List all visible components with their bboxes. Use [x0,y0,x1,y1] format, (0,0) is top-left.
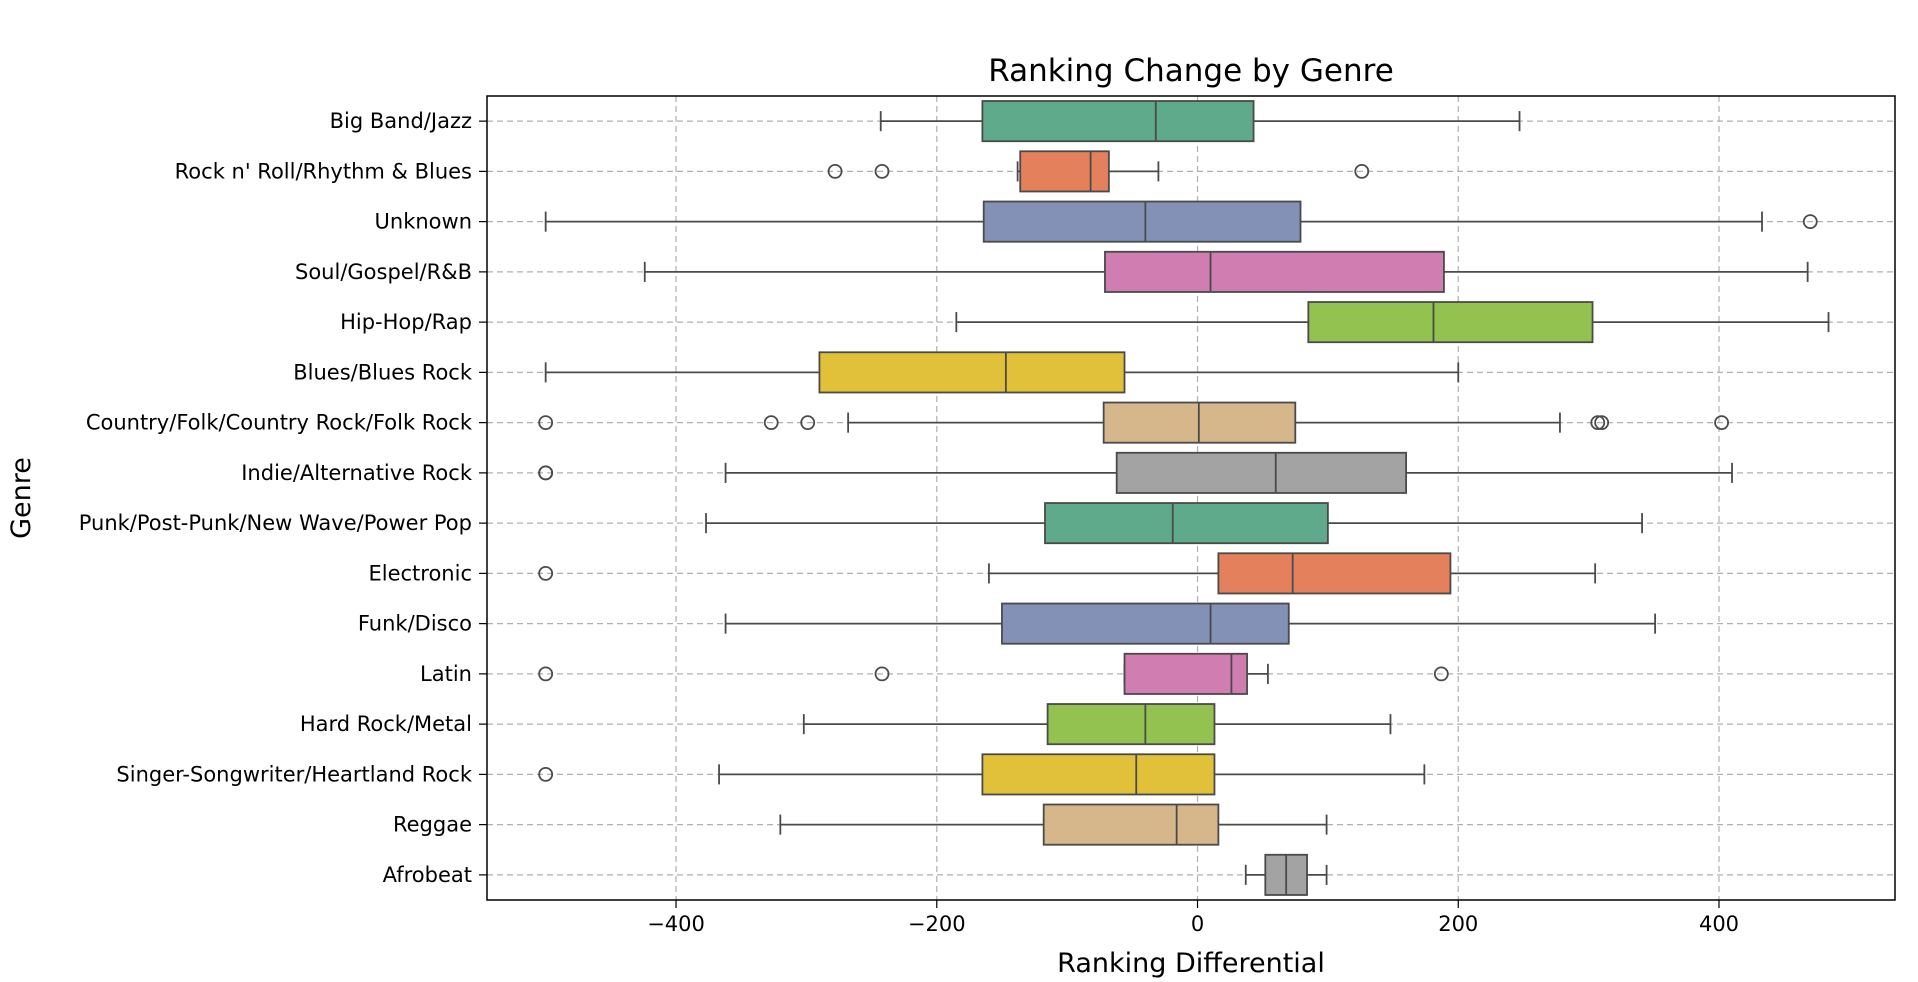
box-group [538,753,1426,796]
genre-label: Afrobeat [383,863,472,887]
box-group [538,401,1730,444]
box-group [544,351,1460,394]
box-rect [1046,703,1216,746]
box-group [538,552,1597,595]
x-tick-label: 200 [1438,912,1478,936]
box-rect [1042,803,1220,846]
outlier-point [800,415,816,431]
box-rect [982,200,1302,243]
outlier-point [1433,666,1449,682]
box-rect [1307,301,1594,344]
genre-label: Unknown [375,210,472,234]
genre-label: Hip-Hop/Rap [340,310,472,334]
box-rect [1104,250,1445,293]
x-tick-label: 0 [1191,912,1204,936]
outlier-point [538,465,554,481]
genre-label: Country/Folk/Country Rock/Folk Rock [86,411,473,435]
box-rect [1123,652,1248,695]
genre-label: Big Band/Jazz [330,109,472,133]
genre-label: Blues/Blues Rock [293,360,473,384]
chart-title: Ranking Change by Genre [988,53,1394,89]
label-layer: Big Band/Jazz Rock n' Roll/Rhythm & Blues… [79,109,473,887]
box-rect [1001,602,1290,645]
box-rect [1019,150,1110,193]
genre-label: Punk/Post-Punk/New Wave/Power Pop [79,511,472,535]
box-group [544,200,1818,243]
outlier-point [874,163,890,179]
box-group [827,150,1370,193]
box-group [802,703,1392,746]
outlier-point [874,666,890,682]
box-group [724,602,1657,645]
box-rect [981,753,1216,796]
y-axis-title: Genre [6,457,37,539]
outlier-point [538,666,554,682]
x-tick-label: −200 [908,912,966,936]
outlier-point [1802,214,1818,230]
x-tick-label: 400 [1699,912,1739,936]
box-group [1244,853,1328,896]
box-group [879,100,1521,143]
genre-label: Soul/Gospel/R&B [295,260,472,284]
box-group [779,803,1328,846]
outlier-point [1714,415,1730,431]
box-group [538,451,1733,494]
genre-label: Singer-Songwriter/Heartland Rock [116,762,472,786]
outlier-point [1354,163,1370,179]
box-rect [818,351,1126,394]
genre-label: Reggae [393,813,472,837]
box-rect [981,100,1255,143]
genre-label: Electronic [368,561,472,585]
genre-label: Latin [420,662,472,686]
box-group [705,502,1643,545]
box-rect [1044,502,1329,545]
box-group [538,652,1449,695]
outlier-point [538,565,554,581]
box-group [643,250,1809,293]
genre-label: Funk/Disco [358,612,472,636]
box-group [955,301,1830,344]
plot-frame [486,95,1896,901]
box-layer [538,100,1830,896]
box-rect [1115,451,1408,494]
x-tick-label: −400 [647,912,705,936]
outlier-point [1590,415,1606,431]
box-rect [1217,552,1452,595]
outlier-point [1594,415,1610,431]
outlier-point [827,163,843,179]
outlier-point [538,415,554,431]
genre-label: Rock n' Roll/Rhythm & Blues [175,159,472,183]
outlier-point [763,415,779,431]
outlier-point [538,766,554,782]
x-axis-title: Ranking Differential [1057,948,1325,978]
genre-label: Indie/Alternative Rock [241,461,473,485]
tick-layer: −400 −200 0 200 400 [479,120,1739,936]
genre-label: Hard Rock/Metal [300,712,472,736]
